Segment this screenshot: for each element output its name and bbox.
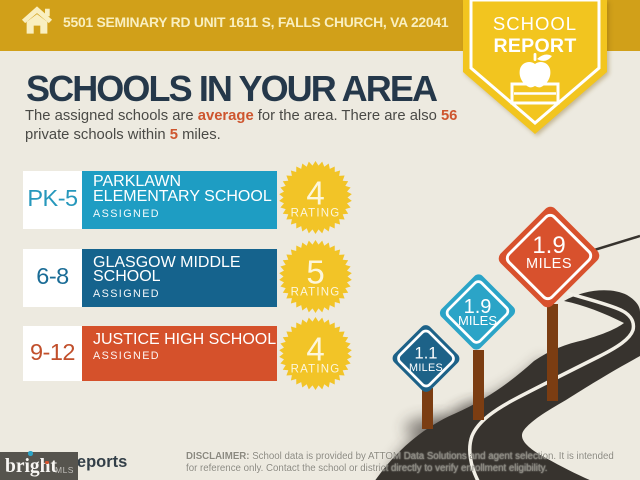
svg-text:4: 4: [306, 331, 324, 368]
svg-text:5: 5: [306, 254, 324, 291]
svg-text:MILES: MILES: [409, 362, 443, 374]
svg-text:RATING: RATING: [291, 287, 341, 299]
svg-text:MILES: MILES: [526, 256, 572, 272]
svg-text:MILES: MILES: [458, 313, 497, 328]
svg-text:SCHOOL: SCHOOL: [493, 13, 577, 34]
svg-text:RATING: RATING: [291, 364, 341, 376]
svg-text:1.9: 1.9: [464, 296, 492, 318]
svg-text:RATING: RATING: [291, 208, 341, 220]
svg-text:1.9: 1.9: [532, 232, 565, 259]
svg-text:1.1: 1.1: [415, 345, 438, 363]
svg-text:REPORT: REPORT: [493, 35, 576, 57]
svg-text:4: 4: [306, 175, 324, 212]
